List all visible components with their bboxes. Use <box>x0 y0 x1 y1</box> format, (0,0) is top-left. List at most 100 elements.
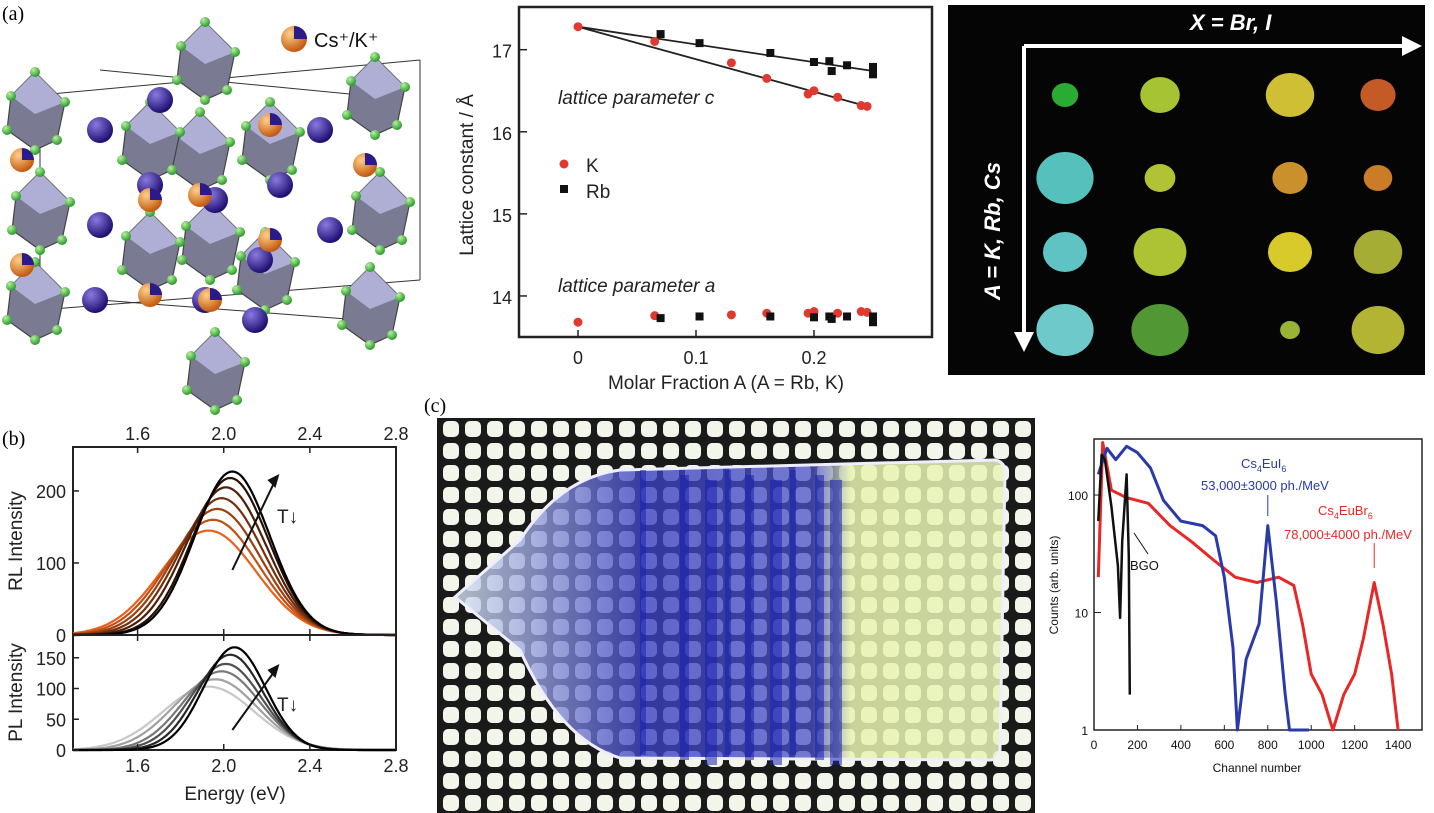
halide-atom <box>365 262 375 272</box>
halide-atom <box>347 225 357 235</box>
halide-atom <box>240 357 250 367</box>
halide-atom <box>392 120 402 130</box>
legend-cs-k-label: Cs⁺/K⁺ <box>314 30 378 52</box>
halide-atom <box>395 292 405 302</box>
y-tick-label: 10 <box>1075 607 1089 621</box>
halide-atom <box>346 76 356 86</box>
composition-spot <box>1360 79 1396 111</box>
y-axis-label: Counts (arb. units) <box>1047 536 1061 635</box>
data-point-k <box>573 22 583 32</box>
composition-spot <box>1363 165 1393 191</box>
annotation-cs4eubr6: Cs4EuBr6 <box>1318 503 1373 521</box>
composition-spot <box>1351 306 1405 354</box>
x-axis-label: Molar Fraction A (A = Rb, K) <box>608 373 844 394</box>
halide-atom <box>397 235 407 245</box>
data-point-k <box>726 58 736 68</box>
blue-cation-sphere <box>242 307 268 333</box>
octahedron-face <box>181 22 235 64</box>
cs-k-sphere-wedge <box>150 188 162 200</box>
y-tick-label: 1 <box>1081 724 1088 738</box>
halide-atom <box>117 155 127 165</box>
octahedron-face <box>356 172 410 214</box>
plot-frame <box>517 5 934 339</box>
y-axis-label: PL Intensity <box>6 643 27 742</box>
data-point-rb <box>810 313 818 322</box>
data-point-rb <box>869 318 877 327</box>
fit-line-rb <box>577 25 874 72</box>
halide-atom <box>6 91 16 101</box>
y-tick-label: 0 <box>56 741 66 761</box>
data-point-rb <box>843 312 852 321</box>
y-tick-label: 200 <box>36 482 66 502</box>
temperature-arrow <box>231 479 277 571</box>
halide-atom <box>195 107 205 117</box>
halide-atom <box>287 165 297 175</box>
halide-atom <box>295 127 305 137</box>
halide-atom <box>230 47 240 57</box>
plot-frame <box>72 446 397 636</box>
legend-label-rb: Rb <box>586 182 610 203</box>
crystal-structure-illustration <box>2 17 421 415</box>
unit-cell-edge <box>99 69 361 96</box>
crystal-stripe <box>680 475 689 760</box>
x-tick-label: 0 <box>1091 738 1098 752</box>
halide-atom <box>52 325 62 335</box>
plot-frame <box>72 634 397 751</box>
spectrum-curve <box>72 670 396 752</box>
blue-cation-sphere <box>267 172 293 198</box>
data-point-rb <box>825 57 834 66</box>
composition-spot <box>1268 232 1312 272</box>
halide-atom <box>172 75 182 85</box>
spectrum-curve <box>73 646 396 752</box>
data-point-rb <box>869 312 877 321</box>
halide-atom <box>121 231 131 241</box>
halide-atom <box>342 110 352 120</box>
panel-label-b: (b) <box>2 428 25 450</box>
octahedron-face <box>186 202 240 244</box>
cs-k-sphere-wedge <box>22 148 34 160</box>
blue-cation-sphere <box>247 247 273 273</box>
cs-k-sphere-wedge <box>150 283 162 295</box>
y-tick-label: 0 <box>56 626 66 646</box>
legend-marker-rb <box>560 185 568 193</box>
annotation-part: EuI <box>1262 456 1282 471</box>
halide-atom <box>175 237 185 247</box>
x-tick-label: 1.6 <box>125 756 150 776</box>
crystal-stripe <box>830 480 842 765</box>
halide-atom <box>217 175 227 185</box>
halide-atom <box>176 41 186 51</box>
data-point-k <box>862 101 872 111</box>
y-tick-label: 100 <box>36 680 66 700</box>
annotation-part: Cs <box>1318 503 1334 518</box>
cs-k-sphere-wedge <box>365 153 377 165</box>
halide-atom <box>60 287 70 297</box>
halide-atom <box>235 227 245 237</box>
crystal-stripe <box>770 480 782 765</box>
annotation-lattice-a: lattice parameter a <box>558 276 715 297</box>
x-tick-label: 0 <box>573 348 583 368</box>
rl-pl-intensity-charts: 0 100 200 RL Intensity T↓ 0 50 100 150 PL Intensi… <box>6 424 409 805</box>
x-tick-label-top: 2.8 <box>383 424 408 444</box>
x-tick-label: 600 <box>1214 738 1234 752</box>
spectrum-curve <box>73 470 396 637</box>
halide-atom <box>167 165 177 175</box>
crystal-stripe <box>705 480 717 765</box>
x-tick-label: 1000 <box>1298 738 1325 752</box>
data-point-rb <box>827 67 836 76</box>
data-point-rb <box>766 48 775 57</box>
y-tick-label: 16 <box>492 124 512 144</box>
y-axis-label: A = K, Rb, Cs <box>980 162 1005 301</box>
x-tick-label: 0.2 <box>801 348 826 368</box>
octahedron-face <box>16 172 70 214</box>
halide-atom <box>232 395 242 405</box>
halide-atom <box>210 327 220 337</box>
halide-atom <box>370 52 380 62</box>
x-tick-label: 800 <box>1258 738 1278 752</box>
composition-spot <box>1036 304 1094 356</box>
temperature-arrow <box>231 669 277 731</box>
blue-cation-sphere <box>82 287 108 313</box>
crystal-stripe <box>640 470 646 755</box>
temperature-arrow-head-icon <box>267 474 280 488</box>
x-arrow-head-icon <box>1402 36 1422 56</box>
